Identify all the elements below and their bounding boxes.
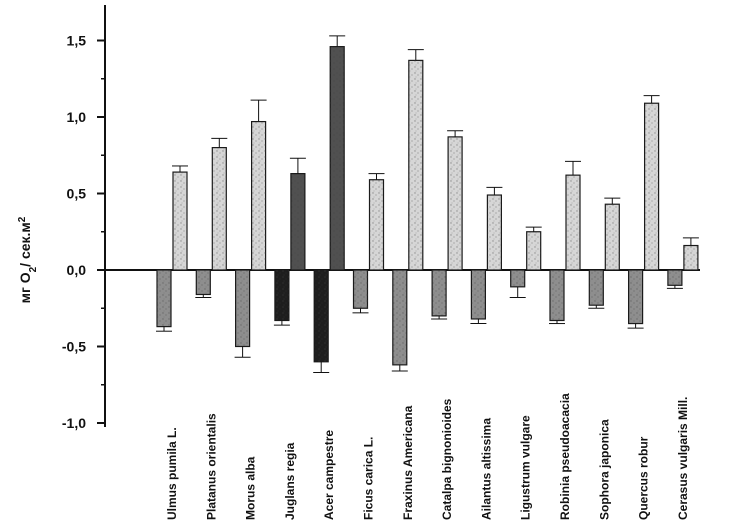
category-labels: Ulmus pumila L. Platanus orientalis Morus …	[165, 393, 690, 520]
bar-positive-texture	[526, 231, 541, 270]
bar-negative-texture	[510, 270, 525, 287]
bar-positive-texture	[330, 46, 345, 271]
y-tick-label: 1,5	[67, 33, 87, 49]
bar-positive-texture	[448, 136, 463, 270]
y-tick-label: -0,5	[62, 339, 86, 355]
category-label: Robinia pseudoacacia	[558, 393, 572, 520]
bar-positive-texture	[487, 195, 502, 270]
bar-negative-texture	[314, 270, 329, 362]
y-tick-label: 0,5	[67, 186, 87, 202]
category-label: Sophora japonica	[597, 419, 611, 520]
category-label: Ulmus pumila L.	[165, 427, 179, 520]
bars	[156, 35, 699, 374]
bar-negative-texture	[471, 270, 486, 319]
category-label: Catalpa bignonioides	[440, 398, 454, 520]
category-label: Ficus carica L.	[362, 437, 376, 520]
bar-positive-texture	[173, 172, 187, 270]
bar-negative-texture	[274, 270, 289, 321]
bar-positive-texture	[290, 173, 305, 270]
bar-negative-texture	[589, 270, 604, 306]
y-tick-label: 0,0	[67, 262, 87, 278]
bar-positive-texture	[566, 175, 580, 270]
bar-negative-texture	[235, 270, 250, 347]
bar-negative-texture	[667, 270, 682, 286]
bar-positive-texture	[644, 103, 659, 270]
bar-negative-texture	[196, 270, 211, 295]
category-label: Quercus robur	[637, 436, 651, 520]
category-label: Fraxinus Americana	[401, 405, 415, 520]
bar-negative-texture	[550, 270, 564, 321]
category-label: Acer campestre	[322, 430, 336, 520]
bar-negative-texture	[157, 270, 171, 327]
category-label: Morus alba	[244, 456, 258, 520]
y-tick-label: 1,0	[67, 109, 87, 125]
category-label: Ailantus altissima	[479, 418, 493, 520]
category-label: Juglans regia	[283, 442, 297, 520]
bar-positive-texture	[605, 204, 620, 270]
category-label: Ligustrum vulgare	[519, 415, 533, 520]
category-label: Cerasus vulgaris Mill.	[676, 397, 690, 520]
bar-negative-texture	[392, 270, 407, 365]
y-ticks: 1,5 1,0 0,5 0,0 -0,5 -1,0	[62, 33, 105, 431]
bar-negative-texture	[353, 270, 368, 309]
bar-positive-texture	[408, 60, 423, 270]
y-axis-title: мг O2/ сек.м2	[17, 216, 39, 303]
bar-positive-texture	[251, 121, 266, 270]
bar-negative-texture	[628, 270, 643, 324]
bar-positive-texture	[212, 147, 227, 270]
y-tick-label: -1,0	[62, 415, 86, 431]
category-label: Platanus orientalis	[204, 413, 218, 520]
bar-positive-texture	[369, 179, 384, 270]
bar-positive-texture	[683, 245, 698, 270]
bar-negative-texture	[432, 270, 447, 316]
